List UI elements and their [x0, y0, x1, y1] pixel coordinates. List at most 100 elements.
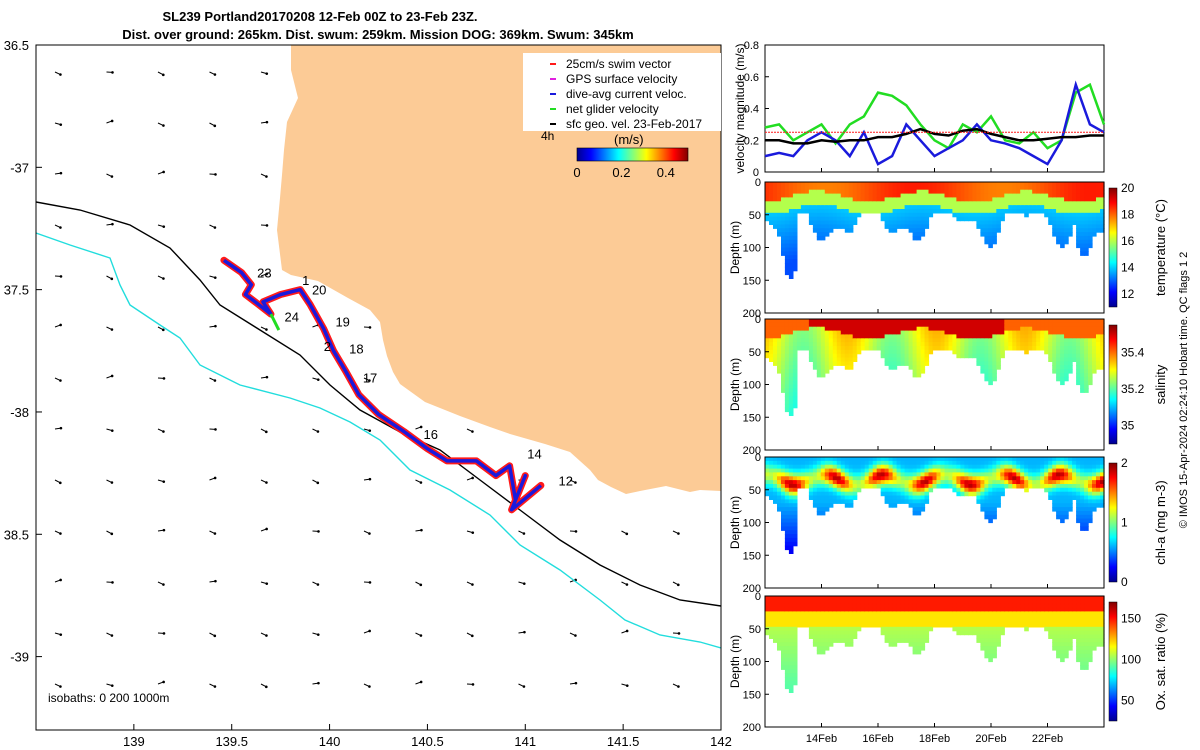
- heatmap-cell: [920, 476, 926, 481]
- heatmap-cell: [852, 484, 858, 489]
- heatmap-cell: [988, 484, 993, 489]
- heatmap-cell: [880, 472, 886, 477]
- heatmap-cell: [796, 623, 802, 628]
- heatmap-cell: [976, 182, 981, 187]
- heatmap-cell: [848, 349, 854, 355]
- heatmap-cell: [1092, 212, 1097, 218]
- heatmap-cell: [988, 476, 993, 481]
- current-vector-head: [265, 375, 269, 379]
- current-vector-head: [574, 634, 577, 637]
- heatmap-cell: [912, 634, 918, 639]
- heatmap-cell: [896, 487, 902, 493]
- heatmap-cell: [1040, 603, 1045, 609]
- heatmap-cell: [816, 330, 822, 336]
- heatmap-cell: [908, 334, 914, 339]
- heatmap-cell: [1068, 634, 1073, 639]
- heatmap-cell: [1028, 209, 1033, 214]
- heatmap-cell: [820, 491, 826, 497]
- heatmap-cell: [892, 189, 898, 195]
- heatmap-cell: [1092, 369, 1097, 374]
- island: [388, 342, 404, 385]
- current-vector-head: [59, 323, 62, 327]
- heatmap-cell: [920, 334, 926, 339]
- heatmap-cell: [781, 235, 786, 241]
- heatmap-cell: [988, 189, 993, 195]
- heatmap-cell: [904, 634, 910, 639]
- heatmap-cell: [1044, 342, 1049, 347]
- heatmap-cell: [844, 499, 850, 504]
- heatmap-cell: [892, 484, 898, 489]
- heatmap-cell: [808, 334, 814, 339]
- heatmap-cell: [1008, 322, 1013, 328]
- heatmap-cell: [880, 476, 886, 481]
- heatmap-cell: [868, 326, 874, 332]
- heatmap-cell: [792, 330, 798, 336]
- heatmap-cell: [788, 457, 794, 462]
- heatmap-cell: [1040, 468, 1045, 474]
- heatmap-cell: [952, 476, 957, 481]
- heatmap-cell: [1080, 201, 1085, 206]
- heatmap-cell: [816, 326, 822, 332]
- heatmap-cell: [1092, 484, 1097, 489]
- day-label: 16: [424, 427, 438, 442]
- heatmap-cell: [816, 599, 822, 605]
- heatmap-cell: [1092, 623, 1097, 628]
- heatmap-cell: [1060, 599, 1065, 605]
- heatmap-cell: [1044, 201, 1049, 206]
- heatmap-cell: [824, 349, 830, 355]
- heatmap-cell: [1004, 185, 1009, 191]
- heatmap-cell: [884, 216, 890, 222]
- heatmap-cell: [860, 480, 866, 485]
- heatmap-cell: [1072, 460, 1077, 466]
- heatmap-cell: [904, 491, 910, 497]
- heatmap-cell: [788, 684, 794, 690]
- heatmap-cell: [1000, 472, 1005, 477]
- current-vector-head: [265, 328, 268, 331]
- heatmap-cell: [1032, 460, 1037, 466]
- heatmap-cell: [896, 224, 902, 229]
- heatmap-cell: [1040, 464, 1045, 470]
- heatmap-cell: [892, 457, 898, 462]
- heatmap-cell: [828, 185, 834, 191]
- heatmap-cell: [1044, 480, 1049, 485]
- heatmap-cell: [820, 357, 826, 362]
- heatmap-cell: [844, 330, 850, 336]
- heatmap-cell: [928, 623, 934, 628]
- heatmap-cell: [784, 491, 790, 497]
- heatmap-cell: [777, 182, 782, 187]
- heatmap-cell: [888, 193, 894, 199]
- heatmap-cell: [777, 353, 782, 359]
- heatmap-cell: [1076, 338, 1081, 343]
- heatmap-cell: [1052, 353, 1057, 359]
- heatmap-cell: [1068, 189, 1073, 195]
- heatmap-cell: [1052, 182, 1057, 187]
- heatmap-cell: [960, 596, 965, 601]
- heatmap-cell: [804, 464, 810, 470]
- heatmap-cell: [812, 619, 818, 624]
- heatmap-cell: [840, 464, 846, 470]
- heatmap-cell: [916, 342, 922, 347]
- heatmap-cell: [1100, 484, 1105, 489]
- colorbar-tick-label: 1: [1121, 516, 1128, 530]
- colorbar-label: temperature (°C): [1153, 199, 1168, 296]
- heatmap-cell: [856, 599, 862, 605]
- heatmap-cell: [844, 201, 850, 206]
- heatmap-cell: [816, 220, 822, 225]
- heatmap-cell: [836, 330, 842, 336]
- heatmap-cell: [960, 319, 965, 324]
- heatmap-cell: [1080, 212, 1085, 218]
- heatmap-cell: [968, 611, 973, 616]
- heatmap-cell: [908, 623, 914, 628]
- title-line-1: SL239 Portland20170208 12-Feb 00Z to 23-…: [162, 9, 477, 24]
- heatmap-cell: [784, 630, 790, 636]
- heatmap-cell: [876, 596, 882, 601]
- heatmap-cell: [1008, 197, 1013, 202]
- heatmap-cell: [1064, 626, 1069, 632]
- heatmap-cell: [912, 193, 918, 199]
- heatmap-cell: [1076, 228, 1081, 233]
- heatmap-cell: [1100, 472, 1105, 477]
- heatmap-cell: [956, 603, 961, 609]
- heatmap-cell: [1060, 338, 1065, 343]
- heatmap-cell: [980, 346, 985, 351]
- heatmap-cell: [1084, 526, 1089, 531]
